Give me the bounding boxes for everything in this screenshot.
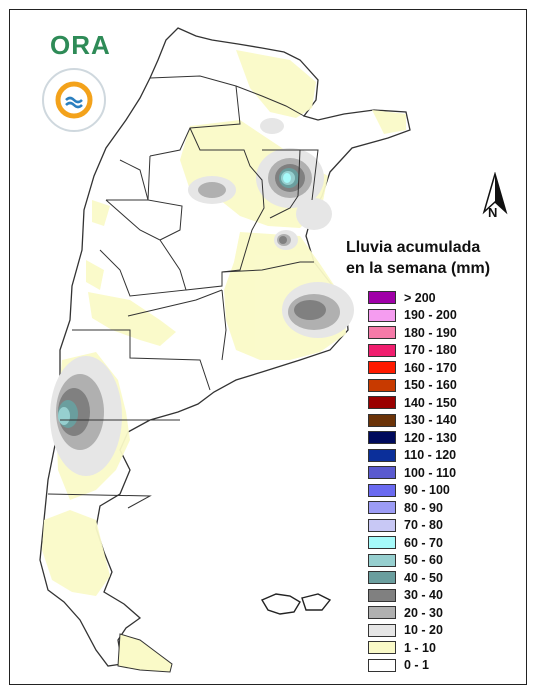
legend-label: 100 - 110 [404,465,457,480]
legend-swatch [368,518,396,532]
legend-label: 150 - 160 [404,378,457,393]
seal-icon [55,81,93,119]
legend-label: 130 - 140 [404,413,457,428]
province-borders [47,75,319,509]
legend-label: 20 - 30 [404,605,443,620]
legend-swatch [368,343,396,357]
logo-text: ORA [50,30,111,60]
legend-swatch [368,378,396,392]
legend-swatch [368,413,396,427]
legend-swatch [368,658,396,672]
legend-item: 100 - 110 [368,464,457,482]
legend-item: 90 - 100 [368,482,457,500]
legend-item: 140 - 150 [368,394,457,412]
logo: ORA [50,30,111,61]
legend-label: 140 - 150 [404,395,457,410]
rain-60-70-areas [283,173,291,183]
legend-swatch [368,308,396,322]
legend-label: 10 - 20 [404,623,443,638]
malvinas-islands [260,593,332,615]
legend-label: 70 - 80 [404,518,443,533]
legend-swatch [368,623,396,637]
legend-swatch [368,396,396,410]
legend-swatch [368,571,396,585]
legend-item: 190 - 200 [368,307,457,325]
legend-swatch [368,553,396,567]
legend-swatch [368,588,396,602]
legend-swatch [368,431,396,445]
legend-item: 170 - 180 [368,342,457,360]
legend-item: 180 - 190 [368,324,457,342]
legend-item: 160 - 170 [368,359,457,377]
legend-item: 130 - 140 [368,412,457,430]
legend-item: 0 - 1 [368,657,457,675]
legend-item: 50 - 60 [368,552,457,570]
legend-swatch [368,361,396,375]
legend-label: > 200 [404,290,436,305]
legend-label: 160 - 170 [404,360,457,375]
legend-swatch [368,536,396,550]
legend-item: 40 - 50 [368,569,457,587]
legend-label: 190 - 200 [404,308,457,323]
legend-item: 10 - 20 [368,622,457,640]
legend-title: Lluvia acumulada en la semana (mm) [346,237,526,279]
legend-title-line2: en la semana (mm) [346,260,491,277]
legend-swatch [368,641,396,655]
legend-swatch [368,326,396,340]
legend-swatch [368,291,396,305]
legend-label: 30 - 40 [404,588,443,603]
legend-label: 1 - 10 [404,640,436,655]
legend-item: 150 - 160 [368,377,457,395]
legend-label: 0 - 1 [404,658,430,673]
north-label: N [488,205,498,220]
legend-label: 90 - 100 [404,483,450,498]
north-arrow-icon [482,172,508,215]
legend-swatch [368,501,396,515]
legend-swatch [368,466,396,480]
legend-item: 60 - 70 [368,534,457,552]
legend-label: 120 - 130 [404,430,457,445]
legend-item: 20 - 30 [368,604,457,622]
legend-label: 50 - 60 [404,553,443,568]
legend-label: 170 - 180 [404,343,457,358]
legend-label: 60 - 70 [404,535,443,550]
legend-swatch [368,448,396,462]
legend-item: 120 - 130 [368,429,457,447]
legend-label: 110 - 120 [404,448,457,463]
legend-label: 40 - 50 [404,570,443,585]
legend-swatch [368,483,396,497]
tierra-del-fuego [117,633,173,673]
legend: > 200 190 - 200 180 - 190 170 - 180 160 - 17… [368,289,457,674]
legend-item: 70 - 80 [368,517,457,535]
legend-item: 30 - 40 [368,587,457,605]
legend-swatch [368,606,396,620]
legend-item: > 200 [368,289,457,307]
legend-item: 80 - 90 [368,499,457,517]
legend-item: 1 - 10 [368,639,457,657]
legend-item: 110 - 120 [368,447,457,465]
legend-label: 80 - 90 [404,500,443,515]
institution-seal [42,68,106,132]
legend-label: 180 - 190 [404,325,457,340]
legend-title-line1: Lluvia acumulada [346,239,481,256]
